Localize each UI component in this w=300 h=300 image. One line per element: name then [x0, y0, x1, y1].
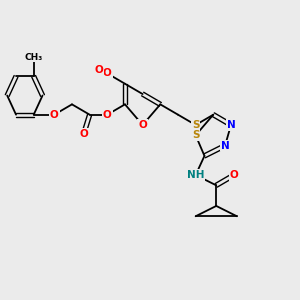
- Text: CH₃: CH₃: [25, 53, 43, 62]
- Text: O: O: [94, 65, 103, 76]
- Text: O: O: [103, 68, 112, 78]
- Text: NH: NH: [187, 170, 204, 180]
- Text: S: S: [192, 130, 200, 140]
- Text: O: O: [230, 170, 238, 180]
- Text: O: O: [138, 120, 147, 130]
- Text: O: O: [50, 110, 59, 120]
- Text: O: O: [103, 110, 112, 120]
- Text: N: N: [226, 120, 235, 130]
- Text: N: N: [221, 141, 230, 151]
- Text: S: S: [192, 120, 200, 130]
- Text: O: O: [80, 129, 88, 139]
